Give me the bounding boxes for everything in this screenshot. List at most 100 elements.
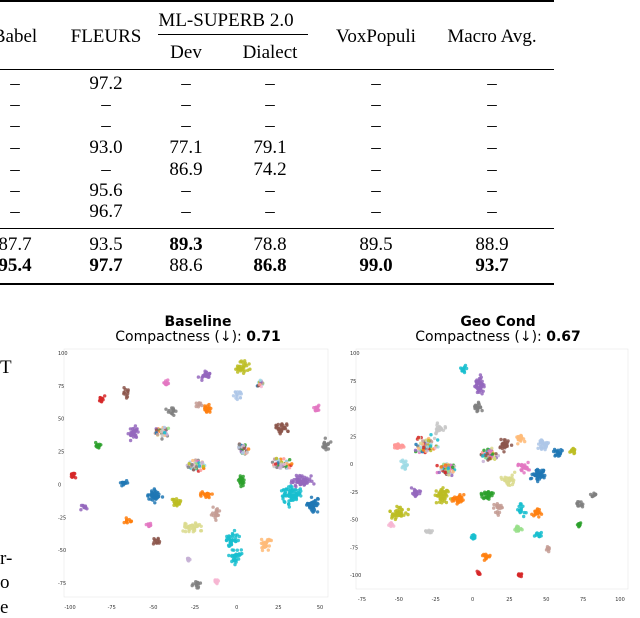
scatter-point: [274, 462, 278, 466]
scatter-point: [498, 506, 502, 511]
scatter-point: [258, 378, 262, 382]
scatter-point: [427, 530, 431, 534]
scatter-point: [502, 450, 506, 454]
scatter-point: [187, 529, 191, 534]
scatter-point: [203, 404, 207, 408]
scatter-point: [436, 438, 440, 442]
scatter-point: [577, 524, 581, 528]
scatter-point: [478, 405, 483, 410]
scatter-point: [421, 439, 425, 443]
scatter-point: [282, 457, 286, 461]
scatter-point: [279, 489, 284, 493]
margin-text-2: r-: [0, 548, 13, 569]
scatter-point: [492, 506, 496, 510]
scatter-point: [535, 477, 540, 481]
scatter-point: [539, 444, 543, 449]
scatter-point: [414, 442, 418, 447]
table-cell-macro: –: [487, 94, 497, 115]
scatter-point: [226, 543, 231, 547]
table-cell-babel: 95.4: [0, 255, 32, 276]
table-cell-voxpopuli: 99.0: [359, 255, 393, 276]
table-cell-voxpopuli: –: [371, 201, 381, 222]
scatter-point: [164, 381, 169, 385]
scatter-point: [326, 442, 330, 447]
scatter-point: [447, 473, 451, 477]
scatter-point: [396, 442, 400, 446]
plot-frame: [63, 348, 329, 598]
scatter-point: [397, 506, 401, 510]
table-cell-dev: –: [181, 115, 191, 136]
scatter-point: [236, 478, 241, 482]
scatter-point: [230, 553, 234, 558]
scatter-point: [278, 430, 282, 435]
scatter-point: [228, 540, 232, 544]
scatter-point: [241, 451, 245, 455]
scatter-point: [496, 513, 500, 517]
scatter-point: [526, 460, 530, 465]
scatter-point: [129, 432, 133, 437]
scatter-point: [103, 394, 107, 398]
scatter-point: [312, 509, 316, 513]
scatter-point: [210, 492, 214, 496]
scatter-point: [440, 498, 445, 502]
scatter-point: [95, 445, 99, 449]
scatter-point: [504, 444, 508, 449]
scatter-point: [149, 497, 153, 501]
scatter-point: [476, 571, 481, 575]
scatter-point: [460, 367, 464, 371]
scatter-point: [247, 362, 251, 366]
scatter-point: [543, 473, 547, 478]
scatter-point: [231, 533, 235, 537]
scatter-point: [264, 543, 268, 547]
scatter-point: [432, 436, 437, 441]
table-cell-dialect: 74.2: [253, 159, 287, 180]
scatter-point: [396, 445, 400, 450]
scatter-point: [477, 380, 481, 384]
scatter-point: [540, 468, 544, 472]
baseline-compactness: Compactness (↓): 0.71: [115, 329, 281, 345]
scatter-point: [133, 432, 137, 437]
scatter-point: [287, 502, 291, 507]
scatter-point: [287, 505, 291, 509]
table-cell-babel: –: [10, 159, 20, 180]
scatter-point: [204, 372, 208, 376]
scatter-point: [436, 445, 440, 449]
scatter-point: [399, 459, 403, 463]
scatter-point: [497, 510, 502, 515]
scatter-point: [197, 401, 201, 405]
scatter-point: [290, 479, 294, 483]
scatter-point: [280, 424, 284, 428]
table-cell-babel: –: [10, 115, 20, 136]
scatter-point: [133, 424, 138, 428]
scatter-point: [215, 507, 219, 511]
scatter-point: [147, 524, 151, 529]
scatter-point: [312, 502, 316, 506]
scatter-point: [323, 436, 327, 440]
table-cell-macro: –: [487, 115, 497, 136]
scatter-point: [450, 499, 454, 503]
scatter-point: [229, 542, 234, 547]
scatter-point: [309, 474, 313, 478]
scatter-point: [456, 500, 460, 504]
scatter-point: [197, 464, 202, 468]
scatter-point: [533, 509, 537, 513]
scatter-point: [443, 425, 447, 429]
y-tick-label: -25: [350, 490, 358, 496]
scatter-point: [480, 408, 484, 413]
scatter-point: [122, 390, 126, 394]
scatter-point: [201, 491, 205, 496]
scatter-point: [238, 360, 242, 364]
scatter-point: [459, 495, 463, 499]
scatter-point: [166, 426, 171, 430]
scatter-point: [118, 481, 123, 485]
scatter-point: [126, 389, 130, 394]
scatter-point: [224, 538, 229, 542]
scatter-point: [481, 454, 485, 458]
table-cell-dialect: –: [265, 73, 275, 94]
scatter-point: [402, 513, 406, 517]
scatter-point: [439, 465, 443, 469]
scatter-point: [462, 370, 467, 375]
scatter-point: [199, 468, 203, 472]
scatter-point: [289, 498, 293, 502]
scatter-point: [153, 501, 157, 505]
